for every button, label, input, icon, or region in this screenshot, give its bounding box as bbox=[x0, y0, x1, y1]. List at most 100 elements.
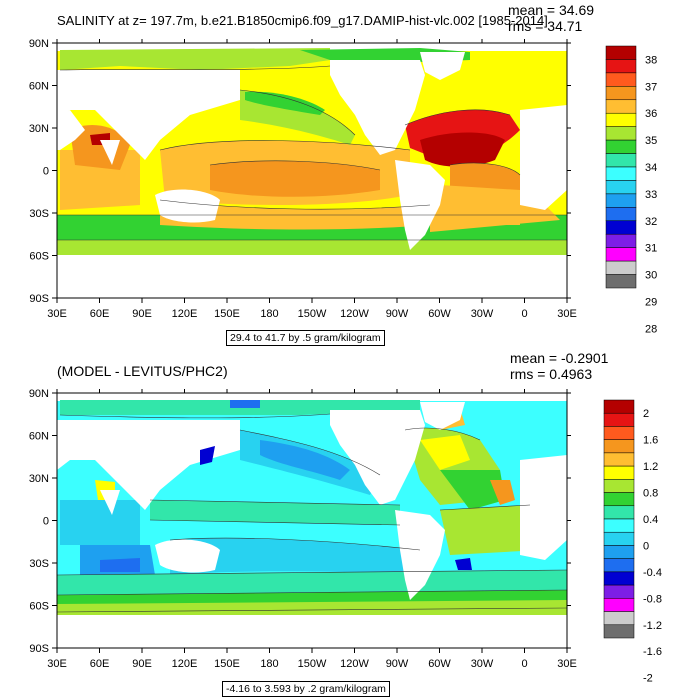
bottom-colorbar-label: -1.6 bbox=[643, 646, 662, 658]
top-title: SALINITY at z= 197.7m, b.e21.B1850cmip6.… bbox=[57, 13, 548, 28]
bottom-colorbar-label: 0.8 bbox=[643, 488, 658, 500]
top-colorbar-label: 29 bbox=[645, 296, 657, 308]
top-y-tick-label: 0 bbox=[43, 166, 49, 178]
bottom-colorbar-swatch bbox=[603, 531, 635, 546]
bottom-y-tick-label: 90S bbox=[29, 643, 49, 655]
bottom-y-tick-label: 60S bbox=[29, 601, 49, 613]
bottom-colorbar-label: 1.6 bbox=[643, 435, 658, 447]
top-x-tick-label: 60W bbox=[428, 308, 451, 320]
bottom-x-tick-label: 60E bbox=[90, 658, 110, 670]
bottom-x-tick-label: 180 bbox=[260, 658, 278, 670]
bottom-map bbox=[57, 393, 567, 648]
top-rms: rms = 34.71 bbox=[508, 18, 583, 34]
top-colorbar-label: 28 bbox=[645, 323, 657, 335]
top-y-tick-label: 90S bbox=[29, 293, 49, 305]
bottom-x-tick-label: 90W bbox=[386, 658, 409, 670]
bottom-y-tick-label: 30N bbox=[29, 473, 49, 485]
bottom-colorbar-label: -2 bbox=[643, 673, 653, 685]
bottom-colorbar-swatch bbox=[603, 452, 635, 467]
top-x-tick-label: 30E bbox=[557, 308, 577, 320]
top-x-tick-label: 90E bbox=[132, 308, 152, 320]
top-colorbar-label: 30 bbox=[645, 270, 657, 282]
bottom-y-tick-label: 0 bbox=[43, 516, 49, 528]
bottom-colorbar-swatch bbox=[603, 479, 635, 493]
top-colorbar-label: 31 bbox=[645, 243, 657, 255]
bottom-colorbar-swatch bbox=[603, 439, 635, 454]
top-mean: mean = 34.69 bbox=[508, 2, 595, 18]
bottom-y-tick-label: 60N bbox=[29, 431, 49, 443]
bottom-y-tick-label: 90N bbox=[29, 388, 49, 400]
top-map bbox=[57, 43, 567, 298]
bottom-mean: mean = -0.2901 bbox=[510, 350, 609, 366]
bottom-title: (MODEL - LEVITUS/PHC2) bbox=[57, 363, 228, 379]
top-x-tick-label: 120W bbox=[340, 308, 369, 320]
bottom-colorbar-swatch bbox=[603, 624, 635, 639]
top-colorbar-swatch bbox=[605, 99, 637, 114]
top-x-tick-label: 30E bbox=[47, 308, 67, 320]
top-x-axis: 30E 60E 90E 120E 150E 180 150W 120W 90W 60W 30W 0 30… bbox=[47, 39, 577, 320]
top-x-tick-label: 150E bbox=[214, 308, 240, 320]
bottom-colorbar-label: 2 bbox=[643, 408, 649, 420]
top-contours bbox=[57, 65, 567, 241]
top-colorbar-swatch bbox=[605, 153, 637, 168]
top-y-axis: 90N 60N 30N 0 30S 60S 90S bbox=[29, 38, 571, 305]
bottom-x-tick-label: 150E bbox=[214, 658, 240, 670]
bottom-colorbar-label: 0.4 bbox=[643, 514, 658, 526]
bottom-colorbar-label: -0.8 bbox=[643, 593, 662, 605]
top-colorbar-swatch bbox=[605, 126, 637, 141]
top-colorbar-swatch bbox=[605, 220, 637, 235]
top-x-tick-label: 120E bbox=[172, 308, 198, 320]
bottom-x-tick-label: 30W bbox=[471, 658, 494, 670]
bottom-colorbar-label: 0 bbox=[643, 540, 649, 552]
top-y-tick-label: 30S bbox=[29, 208, 49, 220]
top-y-tick-label: 30N bbox=[29, 123, 49, 135]
bottom-colorbar-swatch bbox=[603, 412, 635, 427]
top-colorbar-swatch bbox=[605, 233, 637, 248]
bottom-x-axis: 30E 60E 90E 120E 150E 180 150W 120W 90W 60W 30W 0 30… bbox=[47, 389, 577, 670]
top-colorbar-label: 34 bbox=[645, 162, 657, 174]
bottom-x-tick-label: 0 bbox=[521, 658, 527, 670]
bottom-colorbar-swatch bbox=[603, 545, 635, 559]
top-colorbar-label: 32 bbox=[645, 216, 657, 228]
top-colorbar-label: 35 bbox=[645, 135, 657, 147]
bottom-x-tick-label: 120W bbox=[340, 658, 369, 670]
bottom-x-tick-label: 30E bbox=[557, 658, 577, 670]
top-colorbar-swatch bbox=[605, 72, 637, 87]
top-colorbar-swatch bbox=[605, 59, 637, 74]
bottom-x-tick-label: 30E bbox=[47, 658, 67, 670]
bottom-colorbar-swatch bbox=[603, 611, 635, 626]
top-colorbar: 38 37 36 35 34 33 32 31 30 29 28 bbox=[605, 45, 657, 335]
top-colorbar-label: 36 bbox=[645, 108, 657, 120]
top-colorbar-swatch bbox=[605, 112, 637, 127]
bottom-contours bbox=[57, 413, 567, 613]
bottom-x-tick-label: 120E bbox=[172, 658, 198, 670]
bottom-x-tick-label: 150W bbox=[298, 658, 327, 670]
top-colorbar-label: 38 bbox=[645, 54, 657, 66]
bottom-colorbar-swatch bbox=[603, 558, 635, 573]
bottom-colorbar-label: 1.2 bbox=[643, 461, 658, 473]
bottom-rms: rms = 0.4963 bbox=[510, 366, 593, 382]
bottom-colorbar-swatch bbox=[603, 571, 635, 586]
bottom-x-tick-label: 60W bbox=[428, 658, 451, 670]
top-colorbar-swatch bbox=[605, 166, 637, 181]
top-x-tick-label: 60E bbox=[90, 308, 110, 320]
bottom-contour-range: -4.16 to 3.593 by .2 gram/kilogram bbox=[222, 681, 390, 697]
top-colorbar-label: 33 bbox=[645, 189, 657, 201]
top-contour-range: 29.4 to 41.7 by .5 gram/kilogram bbox=[226, 330, 385, 346]
bottom-y-axis: 90N 60N 30N 0 30S 60S 90S bbox=[29, 388, 571, 655]
top-x-tick-label: 30W bbox=[471, 308, 494, 320]
top-colorbar-swatch bbox=[605, 45, 637, 60]
bottom-colorbar-swatch bbox=[603, 426, 635, 440]
bottom-colorbar-swatch bbox=[603, 505, 635, 520]
bottom-colorbar-swatch bbox=[603, 465, 635, 480]
top-colorbar-swatch bbox=[605, 193, 637, 208]
bottom-colorbar: 2 1.6 1.2 0.8 0.4 0 -0.4 -0.8 -1.2 -1.6 -2 bbox=[603, 399, 662, 685]
top-y-tick-label: 60S bbox=[29, 251, 49, 263]
top-x-tick-label: 150W bbox=[298, 308, 327, 320]
bottom-colorbar-label: -0.4 bbox=[643, 567, 662, 579]
top-y-tick-label: 90N bbox=[29, 38, 49, 50]
top-x-tick-label: 0 bbox=[521, 308, 527, 320]
top-colorbar-swatch bbox=[605, 247, 637, 262]
top-colorbar-swatch bbox=[605, 86, 637, 101]
bottom-colorbar-label: -1.2 bbox=[643, 620, 662, 632]
